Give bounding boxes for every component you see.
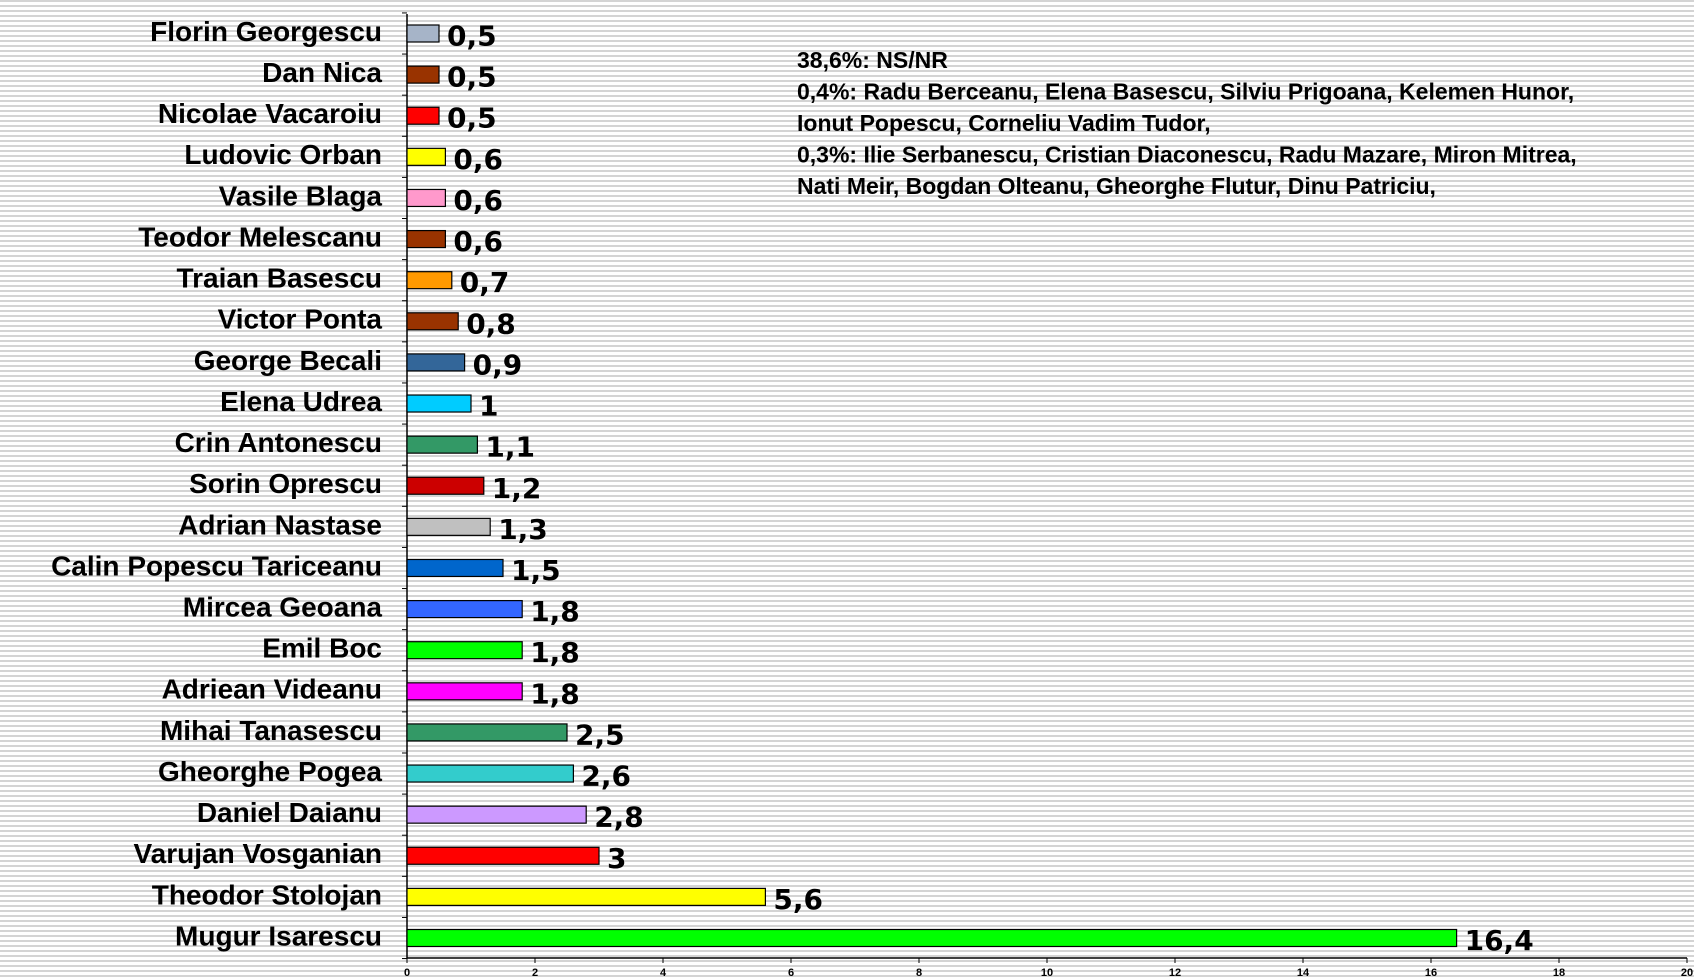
bar: [406, 682, 523, 701]
value-label: 1,1: [485, 431, 535, 464]
y-tick-label: Daniel Daianu: [197, 797, 382, 828]
annotation: Ionut Popescu, Corneliu Vadim Tudor,: [797, 110, 1211, 136]
value-label: 2,5: [575, 718, 625, 751]
bar: [406, 271, 453, 290]
y-tick-label: Teodor Melescanu: [138, 221, 382, 252]
bar: [406, 312, 459, 331]
bar: [406, 106, 440, 125]
bar: [406, 394, 472, 413]
annotation: 0,3%: Ilie Serbanescu, Cristian Diacones…: [797, 142, 1577, 168]
x-tick-label: 16: [1425, 967, 1437, 979]
bar: [406, 928, 1458, 948]
x-tick-label: 0: [404, 967, 410, 979]
y-tick-label: Mihai Tanasescu: [160, 715, 382, 746]
x-tick-label: 14: [1297, 967, 1310, 979]
bar: [406, 476, 485, 495]
y-tick-label: Crin Antonescu: [175, 427, 382, 458]
y-tick-label: Theodor Stolojan: [152, 879, 382, 910]
y-tick-label: Nicolae Vacaroiu: [158, 98, 382, 129]
value-label: 0,6: [453, 143, 503, 176]
bar: [406, 147, 447, 166]
y-tick-label: Varujan Vosganian: [134, 838, 382, 869]
value-label: 1: [479, 390, 498, 423]
value-label: 1,8: [530, 595, 580, 628]
x-tick-label: 12: [1169, 967, 1181, 979]
value-label: 1,8: [530, 636, 580, 669]
x-tick-label: 6: [788, 967, 794, 979]
value-label: 2,6: [581, 760, 631, 793]
y-tick-label: Adrian Nastase: [178, 509, 382, 540]
y-tick-label: Ludovic Orban: [184, 139, 382, 170]
y-tick-label: Mircea Geoana: [183, 591, 383, 622]
bar: [406, 723, 568, 742]
annotation: 0,4%: Radu Berceanu, Elena Basescu, Silv…: [797, 79, 1574, 105]
x-tick-label: 4: [660, 967, 667, 979]
bar: [406, 435, 479, 454]
bar: [406, 764, 574, 783]
value-label: 0,6: [453, 184, 503, 217]
bar: [406, 353, 466, 372]
y-tick-label: Victor Ponta: [218, 304, 383, 335]
x-tick-label: 10: [1041, 967, 1053, 979]
bar: [406, 188, 447, 208]
bar: [406, 599, 523, 619]
x-tick-label: 8: [916, 967, 922, 979]
value-label: 0,5: [447, 20, 497, 53]
value-label: 1,8: [530, 677, 580, 710]
y-tick-label: Sorin Oprescu: [189, 468, 382, 499]
y-tick-label: Calin Popescu Tariceanu: [51, 550, 382, 581]
y-tick-label: Mugur Isarescu: [175, 920, 382, 951]
value-label: 0,8: [466, 307, 516, 340]
value-label: 2,8: [594, 801, 644, 834]
y-tick-label: George Becali: [194, 345, 382, 376]
bar: [406, 805, 587, 824]
value-label: 0,9: [473, 348, 523, 381]
x-tick-label: 20: [1681, 967, 1693, 979]
value-label: 5,6: [773, 883, 823, 916]
y-tick-label: Adriean Videanu: [162, 674, 382, 705]
y-tick-label: Vasile Blaga: [219, 180, 383, 211]
y-tick-label: Gheorghe Pogea: [158, 756, 382, 787]
bar: [406, 641, 523, 660]
y-tick-label: Dan Nica: [262, 57, 382, 88]
value-label: 1,3: [498, 513, 548, 546]
bar: [406, 517, 491, 536]
bar: [406, 229, 447, 249]
value-label: 16,4: [1465, 924, 1534, 957]
value-label: 1,5: [511, 554, 561, 587]
annotation: Nati Meir, Bogdan Olteanu, Gheorghe Flut…: [797, 173, 1436, 199]
y-tick-label: Elena Udrea: [220, 386, 382, 417]
bar: [406, 558, 504, 578]
bar: [406, 24, 440, 43]
value-label: 3: [607, 842, 626, 875]
bar: [406, 65, 440, 84]
bar: [406, 887, 766, 906]
bar: [406, 846, 600, 865]
x-tick-label: 18: [1553, 967, 1565, 979]
y-tick-label: Florin Georgescu: [150, 16, 382, 47]
value-label: 0,7: [460, 266, 510, 299]
value-label: 1,2: [492, 472, 542, 505]
x-tick-label: 2: [532, 967, 538, 979]
value-label: 0,6: [453, 225, 503, 258]
y-tick-label: Emil Boc: [262, 633, 382, 664]
value-label: 0,5: [447, 102, 497, 135]
y-tick-label: Traian Basescu: [177, 263, 382, 294]
annotation: 38,6%: NS/NR: [797, 47, 948, 73]
value-label: 0,5: [447, 61, 497, 94]
